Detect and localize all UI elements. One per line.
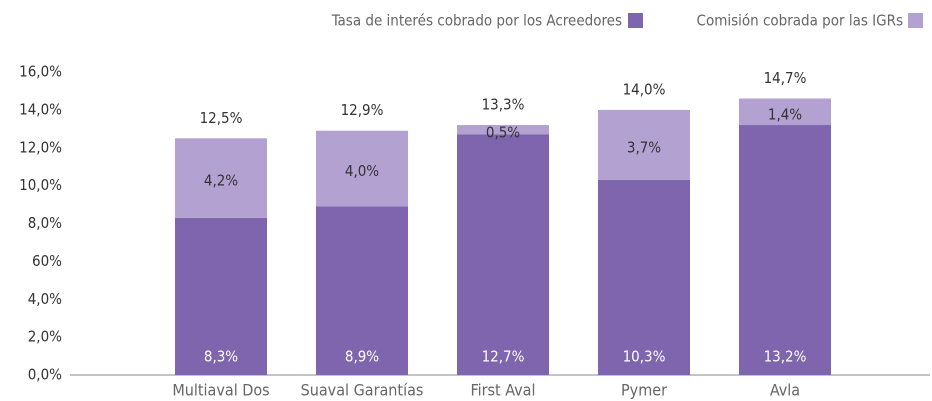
value-label: 4,2% <box>204 172 238 190</box>
legend-label: Comisión cobrada por las IGRs <box>697 12 903 30</box>
y-tick-label: 8,0% <box>28 214 62 232</box>
y-tick-label: 60% <box>32 252 62 270</box>
x-tick-label: Multiaval Dos <box>172 381 269 400</box>
y-tick-label: 10,0% <box>19 176 62 194</box>
bar-segment <box>316 206 408 375</box>
x-tick-label: First Aval <box>471 381 536 400</box>
legend-label: Tasa de interés cobrado por los Acreedor… <box>331 12 622 30</box>
y-tick-label: 12,0% <box>19 138 62 156</box>
total-label: 14,7% <box>764 69 807 87</box>
y-tick-label: 14,0% <box>19 100 62 118</box>
value-label: 0,5% <box>486 123 520 141</box>
bar-segment <box>175 138 267 218</box>
bar-segment <box>739 98 831 126</box>
bar-segment <box>598 179 690 375</box>
value-label: 10,3% <box>623 348 666 366</box>
value-label: 8,3% <box>204 348 238 366</box>
y-tick-label: 0,0% <box>28 366 62 384</box>
total-label: 12,9% <box>341 101 384 119</box>
value-label: 4,0% <box>345 162 379 180</box>
legend-swatch <box>908 13 923 28</box>
bar-segment <box>739 125 831 376</box>
legend-swatch <box>628 13 643 28</box>
bar-segment <box>457 125 549 135</box>
value-label: 1,4% <box>768 105 802 123</box>
y-tick-label: 4,0% <box>28 290 62 308</box>
value-label: 12,7% <box>482 348 525 366</box>
value-label: 8,9% <box>345 348 379 366</box>
y-tick-label: 2,0% <box>28 328 62 346</box>
total-label: 13,3% <box>482 96 525 114</box>
value-label: 13,2% <box>764 348 807 366</box>
x-tick-label: Suaval Garantías <box>301 381 424 400</box>
value-label: 3,7% <box>627 138 661 156</box>
x-tick-label: Avla <box>770 381 800 400</box>
x-tick-label: Pymer <box>621 381 667 400</box>
total-label: 12,5% <box>200 109 243 127</box>
bar-segment <box>457 134 549 375</box>
bar-segment <box>316 130 408 207</box>
total-label: 14,0% <box>623 80 666 98</box>
bar-segment <box>598 109 690 180</box>
bar-segment <box>175 217 267 375</box>
y-tick-label: 16,0% <box>19 63 62 81</box>
